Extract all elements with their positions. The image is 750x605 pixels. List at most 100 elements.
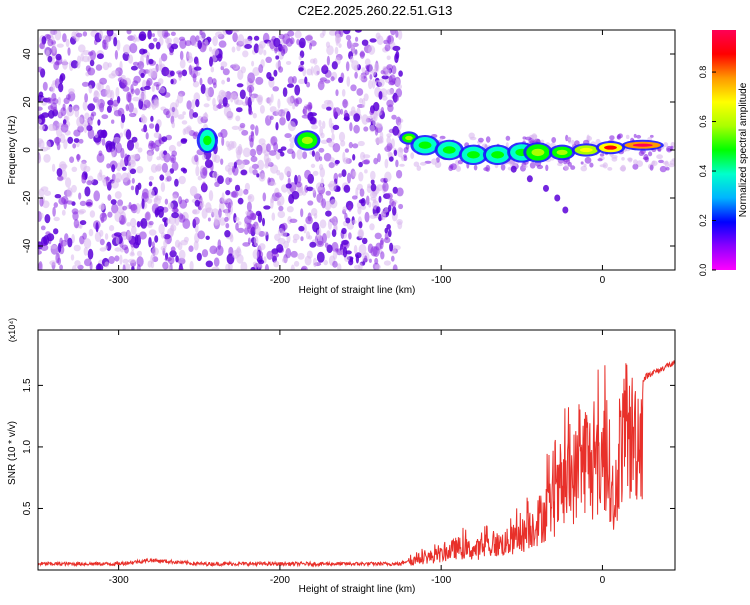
noise-point (277, 98, 281, 109)
signal-halo-point (483, 167, 489, 172)
noise-point (311, 150, 315, 157)
noise-point (341, 227, 347, 235)
colorbar: 0.0 0.2 0.4 0.6 0.8 Normalized spectral ampl… (698, 30, 749, 276)
noise-point (215, 31, 223, 38)
y-tick-label: -40 (22, 238, 33, 253)
noise-point (192, 132, 198, 140)
noise-point (99, 77, 107, 85)
noise-point (102, 129, 107, 139)
noise-point (184, 126, 192, 135)
noise-point (165, 170, 171, 177)
signal-halo-point (413, 161, 420, 167)
noise-point (236, 83, 244, 88)
noise-point (115, 142, 123, 154)
noise-point (352, 219, 357, 224)
noise-point (350, 106, 356, 116)
noise-point (322, 30, 326, 36)
noise-point (89, 210, 96, 218)
x-tick-label: -100 (431, 275, 451, 286)
noise-point (310, 66, 314, 76)
noise-point (247, 237, 251, 245)
noise-point (380, 177, 387, 183)
noise-point (312, 170, 319, 176)
noise-point (318, 147, 325, 153)
noise-point (126, 139, 135, 151)
noise-point (63, 139, 68, 150)
signal-halo-point (580, 165, 588, 172)
noise-point (335, 89, 339, 97)
noise-point (179, 59, 186, 69)
noise-point (87, 103, 96, 112)
noise-point (251, 213, 257, 221)
noise-point (150, 67, 158, 79)
noise-point (147, 30, 152, 40)
noise-point (374, 257, 379, 265)
noise-point (278, 205, 284, 212)
noise-point (98, 30, 104, 40)
noise-point (91, 111, 97, 117)
noise-point (52, 125, 57, 132)
noise-point (66, 187, 73, 198)
noise-point (95, 222, 99, 233)
noise-point (341, 169, 347, 178)
noise-point (384, 232, 389, 240)
noise-point (310, 163, 316, 168)
signal-halo-point (551, 137, 557, 143)
noise-point (221, 79, 226, 85)
noise-point (212, 171, 218, 178)
noise-point (44, 214, 51, 224)
noise-point (343, 184, 351, 193)
noise-point (343, 157, 350, 165)
noise-point (392, 206, 397, 216)
noise-point (173, 206, 179, 214)
noise-point (316, 229, 321, 240)
noise-point (40, 244, 49, 252)
signal-halo-point (656, 154, 663, 160)
noise-point (347, 172, 351, 184)
noise-point (365, 195, 370, 206)
noise-point (227, 143, 232, 151)
noise-point (125, 129, 132, 140)
signal-blob-core (556, 149, 568, 156)
noise-point (361, 67, 366, 73)
noise-point (392, 125, 400, 136)
noise-point (69, 156, 75, 163)
noise-point (163, 108, 170, 116)
noise-point (117, 199, 124, 207)
signal-halo-point (609, 135, 615, 141)
noise-point (275, 151, 281, 160)
noise-point (238, 188, 243, 197)
noise-point (275, 55, 280, 60)
noise-point (242, 50, 249, 58)
noise-point (258, 259, 265, 265)
noise-point (369, 223, 375, 231)
noise-point (73, 129, 81, 137)
noise-point (276, 200, 281, 206)
noise-point (211, 266, 220, 270)
noise-point (264, 264, 269, 270)
noise-point (252, 169, 258, 176)
noise-point (54, 194, 62, 199)
noise-point (171, 212, 180, 219)
noise-point (222, 97, 228, 107)
x-tick-label: -300 (109, 575, 129, 586)
noise-point (188, 64, 192, 76)
noise-point (159, 87, 166, 94)
noise-point (225, 177, 231, 186)
noise-point (332, 124, 340, 131)
noise-point (273, 142, 279, 152)
noise-point (48, 109, 55, 119)
noise-point (246, 201, 252, 212)
noise-point (121, 113, 126, 123)
noise-point (380, 251, 385, 260)
noise-point (374, 127, 379, 136)
noise-point (379, 131, 384, 140)
signal-halo-point (431, 158, 438, 165)
noise-point (197, 230, 206, 240)
noise-point (97, 119, 101, 126)
noise-point (268, 150, 277, 156)
noise-point (106, 163, 111, 169)
noise-point (334, 159, 340, 165)
noise-point (312, 187, 316, 194)
signal-blob-core (203, 135, 212, 146)
